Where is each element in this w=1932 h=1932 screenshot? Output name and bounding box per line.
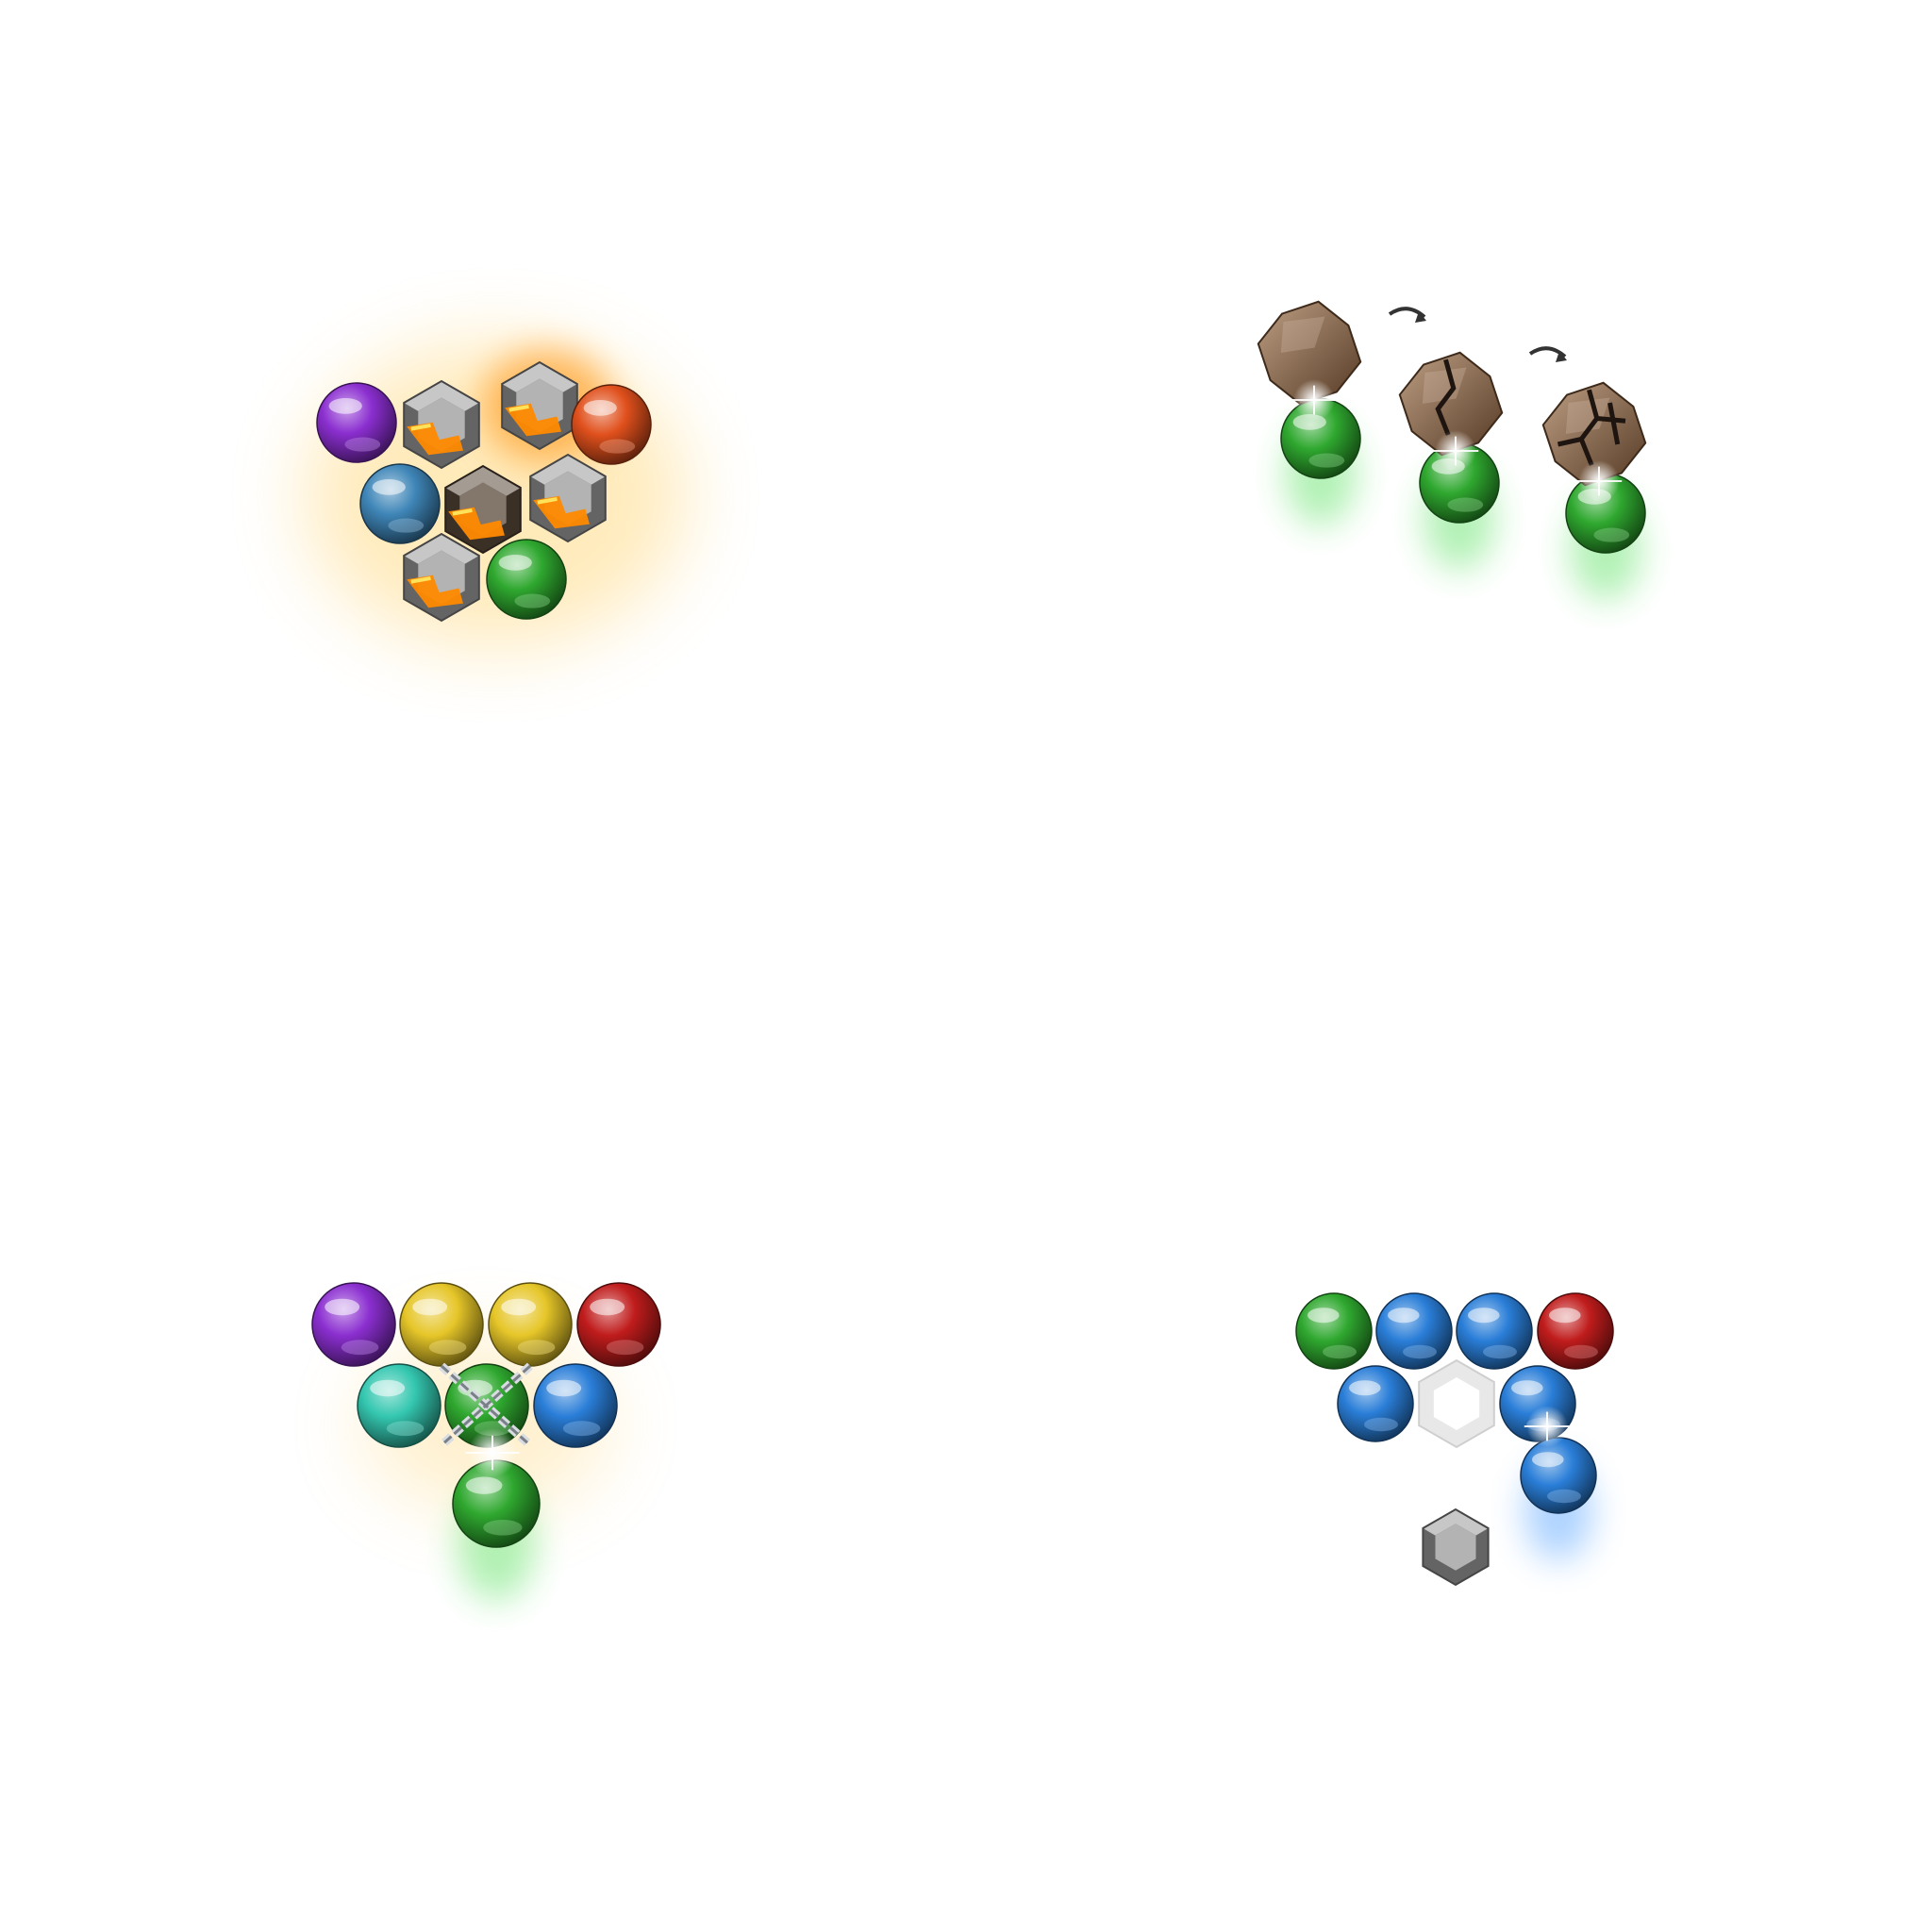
yellow-bubble xyxy=(488,1282,573,1367)
lava-stone-block xyxy=(403,379,480,470)
crack xyxy=(1578,389,1600,466)
lava-stone-block xyxy=(529,453,607,543)
chained-bubble-cluster xyxy=(311,1282,661,1602)
shot-blue-bubble xyxy=(1520,1437,1597,1514)
lava-stone-block xyxy=(403,532,480,623)
impact-sparkle xyxy=(1432,430,1479,472)
blue-bubble xyxy=(533,1363,618,1448)
stone-block-cluster xyxy=(1295,1292,1614,1587)
red-bubble xyxy=(576,1282,661,1367)
purple-bubble xyxy=(311,1282,396,1367)
molten-lava-block xyxy=(444,464,522,555)
impact-sparkle xyxy=(1575,460,1623,502)
lava-stone-block xyxy=(501,360,578,451)
curved-arrow-icon xyxy=(1528,346,1567,358)
green-bubble xyxy=(1295,1292,1373,1370)
impact-sparkle xyxy=(1291,379,1338,421)
chain-cross-icon xyxy=(439,1362,533,1449)
curved-arrow-icon xyxy=(1556,351,1567,362)
yellow-bubble xyxy=(399,1282,484,1367)
rock-breaking-sequence xyxy=(1257,300,1647,601)
white-stone-block xyxy=(1418,1358,1495,1449)
impact-sparkle xyxy=(1524,1406,1571,1447)
red-bubble xyxy=(1537,1292,1614,1370)
blue-bubble xyxy=(1337,1365,1414,1442)
curved-arrow-icon xyxy=(1415,311,1426,323)
lava-stone-cluster xyxy=(307,344,684,646)
curved-arrow-icon xyxy=(1388,307,1426,319)
orange-red-bubble xyxy=(571,384,652,465)
impact-sparkle xyxy=(465,1428,520,1477)
steel-blue-bubble xyxy=(359,463,441,544)
gray-stone-block xyxy=(1422,1507,1490,1587)
blue-bubble xyxy=(1456,1292,1533,1370)
green-bubble xyxy=(486,539,567,620)
blue-bubble xyxy=(1375,1292,1453,1370)
shot-green-bubble xyxy=(452,1459,541,1548)
crack xyxy=(1435,358,1457,436)
purple-bubble xyxy=(316,382,397,463)
teal-bubble xyxy=(357,1363,441,1448)
